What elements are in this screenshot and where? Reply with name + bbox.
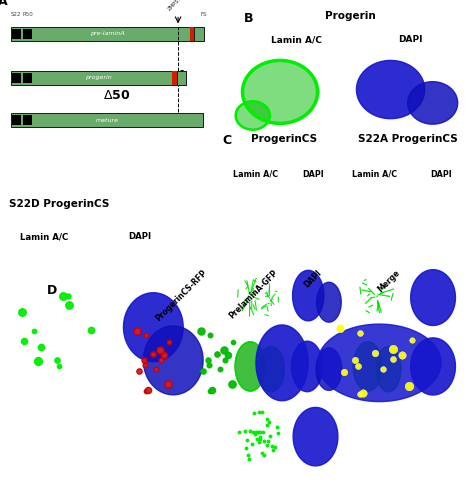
Text: mature: mature xyxy=(96,118,118,123)
Text: A: A xyxy=(0,0,8,8)
Bar xyxy=(172,71,177,85)
Text: ProgerinCS: ProgerinCS xyxy=(251,134,318,144)
Text: B: B xyxy=(244,12,254,25)
Polygon shape xyxy=(235,342,265,391)
Text: DAPI: DAPI xyxy=(302,268,323,289)
Text: Lamin A/C: Lamin A/C xyxy=(233,170,279,179)
Text: PrelaminA-GFP: PrelaminA-GFP xyxy=(228,268,280,320)
Bar xyxy=(11,71,186,85)
Polygon shape xyxy=(376,346,401,392)
Bar xyxy=(23,29,32,39)
Polygon shape xyxy=(257,346,284,392)
Bar xyxy=(194,27,204,41)
Text: D: D xyxy=(46,284,57,297)
Text: DAPI: DAPI xyxy=(128,232,152,241)
Polygon shape xyxy=(317,282,341,322)
Polygon shape xyxy=(292,270,324,321)
Text: Lamin A/C: Lamin A/C xyxy=(20,232,68,241)
Text: S22D ProgerinCS: S22D ProgerinCS xyxy=(9,199,109,209)
Polygon shape xyxy=(316,348,342,390)
Text: ProgerinCS-RFP: ProgerinCS-RFP xyxy=(154,268,208,323)
Bar xyxy=(12,73,21,83)
Text: ZMPSTE24: ZMPSTE24 xyxy=(166,0,190,12)
Polygon shape xyxy=(124,293,183,362)
Bar xyxy=(12,29,21,39)
Text: Lamin A/C: Lamin A/C xyxy=(271,35,322,44)
Text: DAPI: DAPI xyxy=(302,170,324,179)
Bar xyxy=(23,115,32,125)
Polygon shape xyxy=(293,407,338,466)
Polygon shape xyxy=(408,82,458,124)
Bar xyxy=(177,71,186,85)
Polygon shape xyxy=(256,325,308,400)
Bar xyxy=(23,73,32,83)
Text: 7±2: 7±2 xyxy=(272,462,285,467)
Text: 34±3: 34±3 xyxy=(386,393,403,399)
Text: 43±3: 43±3 xyxy=(268,324,285,330)
Bar xyxy=(190,27,194,41)
Text: R50: R50 xyxy=(22,12,33,17)
Text: 66±4: 66±4 xyxy=(386,324,403,330)
Polygon shape xyxy=(410,270,456,325)
Polygon shape xyxy=(144,326,203,395)
Text: Merge: Merge xyxy=(376,268,402,294)
Text: S22A ProgerinCS: S22A ProgerinCS xyxy=(358,134,457,144)
Text: 100: 100 xyxy=(89,390,103,399)
Text: DAPI: DAPI xyxy=(430,170,452,179)
Polygon shape xyxy=(292,341,323,392)
Polygon shape xyxy=(410,338,456,395)
Text: pre-laminA: pre-laminA xyxy=(90,31,125,36)
Polygon shape xyxy=(318,324,441,401)
Text: Lamin A/C: Lamin A/C xyxy=(352,170,397,179)
Text: S22: S22 xyxy=(10,12,21,17)
Text: C: C xyxy=(223,134,232,147)
Text: Progerin: Progerin xyxy=(325,11,376,21)
Polygon shape xyxy=(356,61,425,119)
Bar xyxy=(12,115,21,125)
Text: DAPI: DAPI xyxy=(398,35,422,44)
Text: progerin: progerin xyxy=(85,75,112,80)
Polygon shape xyxy=(353,342,383,391)
Polygon shape xyxy=(236,101,270,130)
Bar xyxy=(11,27,203,41)
Polygon shape xyxy=(243,61,318,123)
Text: $\Delta$50: $\Delta$50 xyxy=(103,90,130,102)
Bar xyxy=(11,113,203,127)
Text: 50±3: 50±3 xyxy=(268,393,285,399)
Text: FS: FS xyxy=(201,12,208,17)
